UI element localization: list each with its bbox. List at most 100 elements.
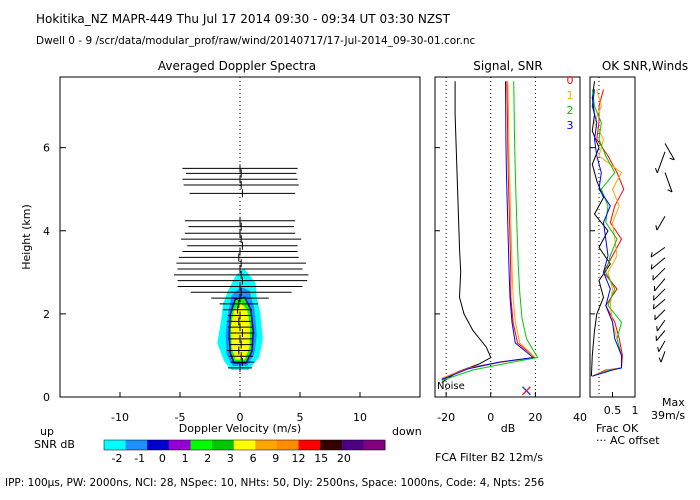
filter-label: FCA Filter B2 12m/s xyxy=(435,451,543,464)
colorbar-tick-label: 2 xyxy=(204,452,211,465)
wind-barb-flag xyxy=(669,157,675,161)
snr-panel-frame xyxy=(434,76,581,398)
wind-barb xyxy=(664,143,675,161)
colorbar-tick-label: 12 xyxy=(292,452,306,465)
beam-legend-entry: 2 xyxy=(567,104,574,117)
wind-barb xyxy=(656,151,666,174)
max-value: 39m/s xyxy=(651,409,686,422)
ok-series-line xyxy=(592,89,625,377)
colorbar-swatch xyxy=(147,440,170,450)
down-label: down xyxy=(392,425,422,438)
colorbar-tick-label: 9 xyxy=(272,452,279,465)
colorbar-tick-label: 15 xyxy=(314,452,328,465)
snr-series-line xyxy=(441,81,539,381)
colorbar-swatch xyxy=(320,440,343,450)
x-tick-label: 0 xyxy=(237,411,244,424)
beam-legend-entry: 3 xyxy=(567,119,574,132)
wind-barb xyxy=(653,288,666,301)
wind-barb-flag xyxy=(655,225,658,231)
ok-series-line xyxy=(590,81,611,377)
wind-barb-flag xyxy=(667,189,673,193)
wind-barb-flag xyxy=(654,168,658,174)
y-axis-label: Height (km) xyxy=(20,204,33,270)
x-tick-label: -5 xyxy=(175,411,186,424)
parameters-footer: IPP: 100µs, PW: 2000ns, NCI: 28, NSpec: … xyxy=(5,477,545,489)
wind-barb xyxy=(660,351,666,363)
snr-series-line xyxy=(441,81,492,383)
y-tick-label: 2 xyxy=(43,308,50,321)
colorbar-swatch xyxy=(125,440,148,450)
wind-barb-flag xyxy=(652,304,655,310)
wind-barb xyxy=(656,319,666,332)
colorbar-swatch xyxy=(212,440,235,450)
wind-barb-flag xyxy=(650,264,653,270)
ac-offset-label: ··· AC offset xyxy=(596,434,660,447)
snr-db-label: SNR dB xyxy=(34,438,75,451)
wind-barb xyxy=(654,309,666,321)
wind-barb xyxy=(653,298,666,310)
snr-series-line xyxy=(441,81,535,380)
colorbar-tick-label: 1 xyxy=(182,452,189,465)
y-tick-label: 6 xyxy=(43,142,50,155)
y-tick-label: 4 xyxy=(43,225,50,238)
colorbar-tick-label: 6 xyxy=(250,452,257,465)
wind-barb xyxy=(658,340,666,352)
noise-marker-stroke xyxy=(521,386,531,396)
db-tick-label: 0 xyxy=(487,411,494,424)
colorbar-swatch xyxy=(233,440,256,450)
snr-plot: -20 0 20 40 xyxy=(437,77,587,424)
noise-label: Noise xyxy=(437,381,465,392)
x-tick-label: 10 xyxy=(353,411,367,424)
colorbar-swatch xyxy=(363,440,386,450)
wind-barb-flag xyxy=(657,346,660,352)
wind-barb-flag xyxy=(650,252,653,258)
colorbar-tick-label: -2 xyxy=(112,452,123,465)
wind-barb-flag xyxy=(658,357,662,363)
colorbar-swatch xyxy=(104,440,127,450)
spectra-title: Averaged Doppler Spectra xyxy=(158,59,316,73)
y-ticks: 0 2 4 6 xyxy=(43,142,595,404)
colorbar-swatch xyxy=(255,440,278,450)
spectra-plot: -10 -5 0 5 10 xyxy=(111,77,367,424)
ok-snr-winds-title: OK SNR,Winds xyxy=(602,59,688,73)
wind-barbs xyxy=(650,143,675,363)
colorbar-swatch xyxy=(341,440,364,450)
beam-legend-entry: 1 xyxy=(567,89,574,102)
wind-barb xyxy=(664,172,673,193)
colorbar-swatch xyxy=(190,440,213,450)
x-tick-label: 5 xyxy=(297,411,304,424)
wind-barb xyxy=(650,246,666,258)
db-tick-label: -20 xyxy=(437,411,455,424)
wind-barb xyxy=(654,278,666,292)
colorbar-frame xyxy=(103,439,386,451)
y-tick-label: 0 xyxy=(43,391,50,404)
colorbar-swatch xyxy=(276,440,299,450)
x-axis-label: Doppler Velocity (m/s) xyxy=(179,422,301,435)
colorbar-tick-label: 3 xyxy=(227,452,234,465)
wind-barb xyxy=(656,330,666,342)
dwell-header: Dwell 0 - 9 /scr/data/modular_prof/raw/w… xyxy=(36,35,476,47)
ok-series-line xyxy=(591,89,622,377)
snr-colorbar: -2 -1 0 1 2 3 6 9 12 15 20 xyxy=(103,439,386,465)
wind-barb xyxy=(650,257,666,270)
wind-barb xyxy=(652,267,666,281)
db-axis-label: dB xyxy=(501,422,516,435)
ok-plot: 0.5 1 0 1 2 3 xyxy=(567,74,639,417)
colorbar-tick-label: 0 xyxy=(159,452,166,465)
frac-ok-label: Frac OK xyxy=(596,422,639,435)
x-tick-label: -10 xyxy=(111,411,129,424)
colorbar-swatch xyxy=(298,440,321,450)
frac-tick-label: 0.5 xyxy=(604,404,622,417)
signal-snr-title: Signal, SNR xyxy=(473,59,542,73)
max-label: Max xyxy=(662,396,685,409)
colorbar-tick-label: -1 xyxy=(134,452,145,465)
echo-contour xyxy=(231,303,251,360)
station-header: Hokitika_NZ MAPR-449 Thu Jul 17 2014 09:… xyxy=(36,12,450,26)
wind-barb-flag xyxy=(656,326,658,332)
db-tick-label: 20 xyxy=(528,411,542,424)
db-tick-label: 40 xyxy=(573,411,587,424)
beam-legend-entry: 0 xyxy=(567,74,574,87)
colorbar-tick-label: 20 xyxy=(337,452,351,465)
up-label: up xyxy=(40,425,54,438)
